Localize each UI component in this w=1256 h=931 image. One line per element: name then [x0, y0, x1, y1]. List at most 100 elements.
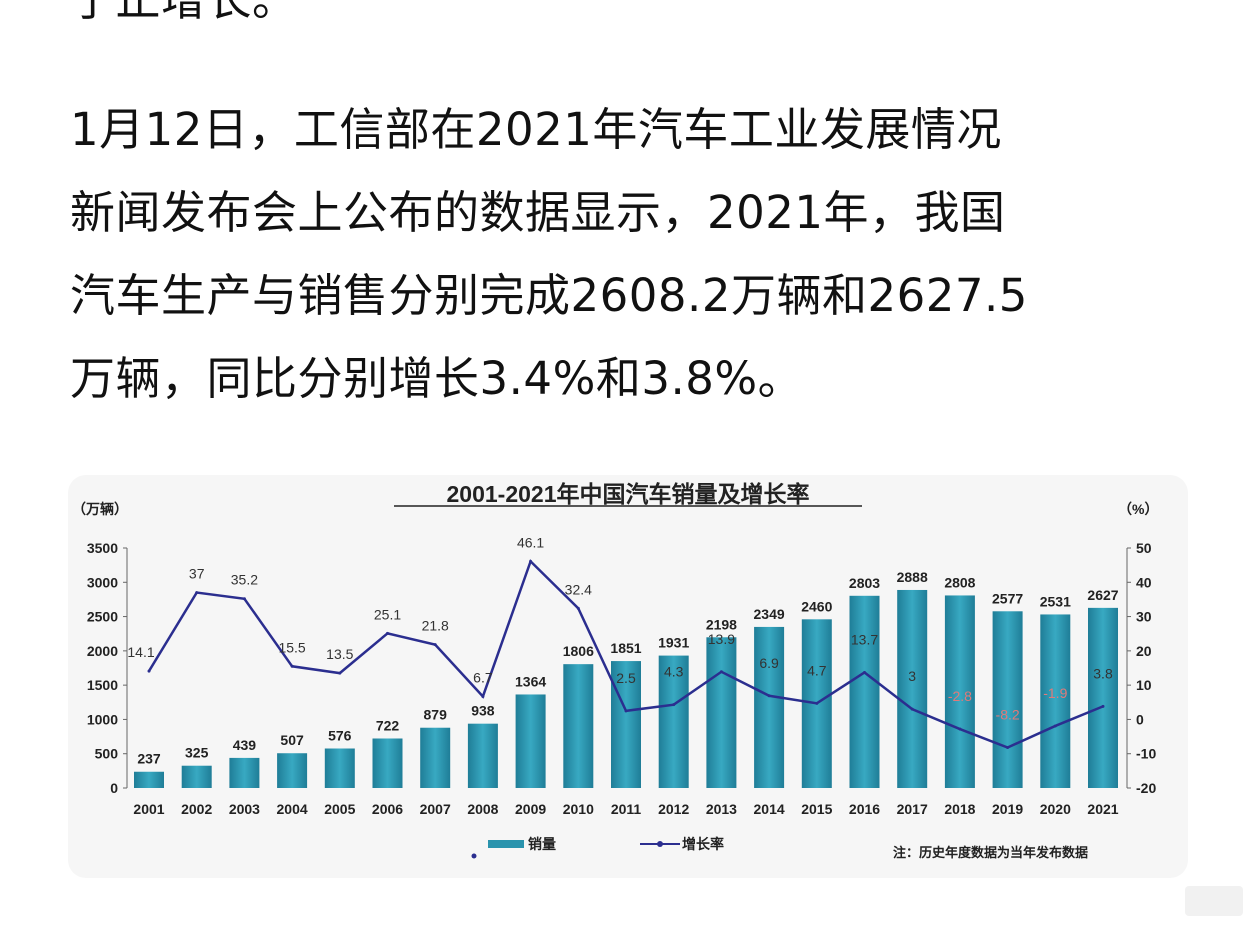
stray-marker: [471, 853, 477, 859]
growth-value-label: -2.8: [948, 688, 972, 704]
growth-value-label: 13.9: [708, 631, 735, 647]
bar-value-label: 1851: [610, 640, 641, 656]
growth-point-2018: [958, 727, 962, 731]
chart-image[interactable]: 2001-2021年中国汽车销量及增长率 （万辆） （%） 0 500 1000 1500 2…: [68, 475, 1188, 878]
growth-point-2004: [290, 664, 294, 668]
left-tick-label: 500: [95, 746, 119, 762]
growth-value-label: 25.1: [374, 606, 401, 622]
bar-value-label: 2803: [849, 575, 880, 591]
growth-value-label: 3.8: [1093, 665, 1113, 681]
growth-value-label: -8.2: [996, 707, 1020, 723]
x-tick-label: 2014: [754, 801, 785, 817]
growth-point-2003: [242, 597, 246, 601]
right-tick-label: -10: [1136, 746, 1156, 762]
bar-value-label: 1931: [658, 635, 689, 651]
bar-value-label: 2627: [1087, 587, 1118, 603]
growth-point-2012: [672, 703, 676, 707]
left-axis-unit: （万辆）: [72, 501, 128, 517]
growth-point-2010: [576, 606, 580, 610]
bar-value-label: 879: [424, 707, 448, 723]
bar-value-label: 1364: [515, 673, 546, 689]
bar-2018: [944, 595, 975, 788]
x-tick-label: 2002: [181, 801, 212, 817]
bar-2009: [515, 694, 546, 788]
growth-value-label: 35.2: [231, 572, 258, 588]
growth-point-2009: [529, 559, 533, 563]
growth-point-2017: [910, 707, 914, 711]
growth-point-2013: [719, 670, 723, 674]
right-tick-label: 10: [1136, 677, 1152, 693]
x-tick-label: 2019: [992, 801, 1023, 817]
bar-value-label: 2577: [992, 590, 1023, 606]
bar-value-label: 938: [471, 703, 495, 719]
x-tick-label: 2007: [420, 801, 451, 817]
bar-2003: [229, 757, 260, 788]
growth-value-label: 46.1: [517, 534, 544, 550]
bar-value-label: 2888: [897, 569, 928, 585]
x-tick-label: 2010: [563, 801, 594, 817]
right-axis-unit: （%）: [1118, 501, 1158, 517]
x-tick-label: 2001: [133, 801, 164, 817]
x-tick-label: 2008: [467, 801, 498, 817]
x-tick-label: 2012: [658, 801, 689, 817]
bar-2014: [754, 626, 785, 788]
bar-2001: [134, 771, 164, 788]
growth-value-label: 13.7: [851, 631, 878, 647]
right-tick-label: 20: [1136, 643, 1152, 659]
left-tick-label: 1000: [87, 711, 118, 727]
growth-point-2020: [1053, 724, 1057, 728]
paragraph-line: 1月12日，工信部在2021年汽车工业发展情况: [70, 103, 1002, 156]
x-tick-label: 2004: [277, 801, 308, 817]
x-tick-label: 2015: [801, 801, 832, 817]
left-tick-label: 0: [110, 780, 118, 796]
corner-overlay: [1185, 886, 1243, 916]
growth-point-2016: [863, 670, 866, 674]
bar-value-label: 325: [185, 745, 209, 761]
right-tick-label: 0: [1136, 711, 1144, 727]
growth-point-2015: [815, 701, 819, 705]
growth-value-label: 6.7: [473, 669, 493, 685]
growth-value-label: 6.9: [759, 655, 779, 671]
left-tick-label: 2000: [87, 643, 118, 659]
bar-2021: [1088, 607, 1118, 788]
x-tick-label: 2003: [229, 801, 260, 817]
bar-value-label: 2349: [754, 606, 785, 622]
bar-2016: [849, 595, 880, 788]
bar-2007: [420, 727, 451, 788]
bar-value-label: 1806: [563, 643, 594, 659]
growth-value-label: 14.1: [127, 644, 154, 660]
growth-value-label: 2.5: [616, 670, 636, 686]
sales-growth-chart: 2001-2021年中国汽车销量及增长率（万辆） （%）0500100015002…: [72, 481, 1158, 860]
bar-2008: [467, 723, 498, 788]
bar-2013: [706, 637, 737, 788]
right-tick-label: -20: [1136, 780, 1156, 796]
growth-point-2008: [481, 694, 485, 698]
growth-point-2005: [338, 671, 342, 675]
x-tick-label: 2006: [372, 801, 403, 817]
bar-value-label: 2460: [801, 598, 832, 614]
bar-2017: [897, 589, 928, 788]
left-tick-label: 3500: [87, 540, 118, 556]
right-tick-label: 40: [1136, 574, 1152, 590]
growth-point-2006: [386, 631, 389, 635]
bar-2006: [372, 738, 403, 788]
x-tick-label: 2009: [515, 801, 546, 817]
legend-bar-label: 销量: [528, 836, 556, 852]
growth-value-label: 21.8: [422, 618, 449, 634]
growth-value-label: 37: [189, 566, 205, 582]
x-tick-label: 2017: [897, 801, 928, 817]
bar-value-label: 439: [233, 737, 257, 753]
legend-line-marker: [657, 841, 663, 847]
growth-value-label: 4.3: [664, 664, 684, 680]
growth-value-label: 4.7: [807, 662, 827, 678]
growth-point-2014: [767, 694, 771, 698]
bar-value-label: 2198: [706, 616, 737, 632]
article-paragraph: 1月12日，工信部在2021年汽车工业发展情况 新闻发布会上公布的数据显示，20…: [70, 88, 1180, 420]
article-cut-line: 了止增长。: [70, 0, 1180, 41]
bar-2012: [658, 655, 689, 788]
growth-value-label: 15.5: [278, 639, 305, 655]
paragraph-line: 汽车生产与销售分别完成2608.2万辆和2627.5: [70, 269, 1028, 322]
bar-value-label: 2531: [1040, 593, 1071, 609]
bar-2010: [563, 664, 594, 788]
growth-value-label: -1.9: [1043, 685, 1067, 701]
